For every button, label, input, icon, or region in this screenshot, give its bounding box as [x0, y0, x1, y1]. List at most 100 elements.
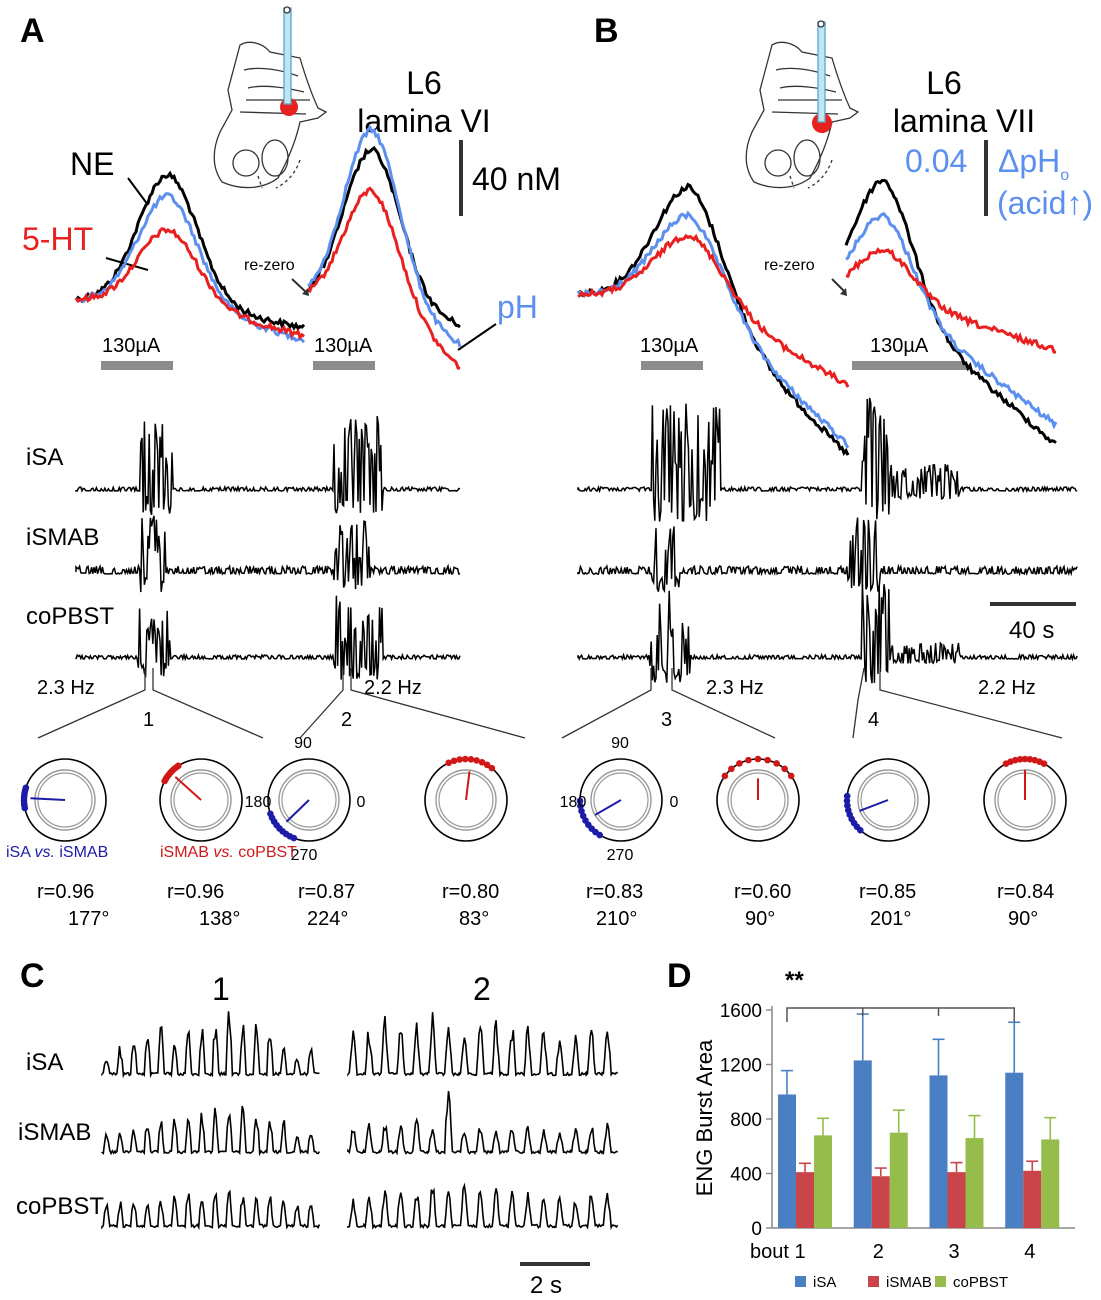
- stim-bar-b1: [641, 361, 703, 370]
- stim-label-a2: 130µA: [314, 335, 373, 357]
- polar-phase-dot: [456, 756, 463, 763]
- panel-label-b: B: [594, 12, 619, 50]
- stim-bar-b2: [852, 361, 967, 370]
- polar-phase-dot: [576, 797, 584, 805]
- d-y-tick-label: 1200: [720, 1056, 762, 1077]
- polar-mean-vector: [285, 799, 310, 823]
- dph-label: ΔpHo: [998, 143, 1069, 184]
- nerve-label-copbst: coPBST: [26, 603, 114, 630]
- panel-c-traces: [101, 1011, 619, 1231]
- time-scale-label-b: 40 s: [1009, 617, 1054, 644]
- polar-inner-ring-2: [860, 772, 916, 828]
- polar-mean-vector: [594, 799, 622, 816]
- polar-phase-dot: [483, 761, 491, 769]
- polar-phase-dot: [843, 792, 851, 800]
- stat-deg-1: 177°: [68, 908, 109, 930]
- ph-trace-a2: [307, 124, 462, 348]
- polar-axis-top-3: 90: [611, 735, 629, 752]
- eng-trace-isa-b: [577, 397, 1078, 522]
- d-x-tick-label: 2: [873, 1241, 884, 1263]
- ht-label: 5-HT: [22, 221, 93, 257]
- panel-label-c: C: [20, 957, 45, 995]
- polar-inner-ring: [857, 769, 919, 831]
- ne-pointer: [127, 177, 149, 206]
- polar-phase-dot: [488, 764, 496, 772]
- ph-pointer: [457, 323, 497, 351]
- polar-axis-left-2: 180: [245, 794, 272, 811]
- panel-c-bout-2: 2: [473, 971, 491, 1007]
- c-nerve-label-isa: iSA: [26, 1049, 63, 1076]
- polar-inner-ring: [170, 769, 232, 831]
- c-trace-isa-bout1: [101, 1011, 320, 1079]
- polar-mean-vector: [30, 797, 66, 801]
- polar-inner-ring: [278, 769, 340, 831]
- polar-phase-dot: [478, 758, 486, 766]
- d-bar-ismab-2: [871, 1176, 890, 1228]
- legend-isa-vs-ismab: iSA vs. iSMAB: [6, 844, 108, 861]
- eng-trace-isa-a: [75, 415, 461, 516]
- polar-mean-vector: [174, 776, 202, 801]
- c-trace-isa-bout2: [347, 1012, 619, 1078]
- d-y-tick-label: 0: [751, 1219, 762, 1240]
- d-x-tick-label: 3: [949, 1241, 960, 1263]
- polar-phase-dot: [736, 760, 743, 767]
- polar-phase-dot: [445, 759, 452, 767]
- panel-c-bout-1: 1: [212, 971, 230, 1007]
- ph-scale-value: 0.04: [905, 143, 967, 179]
- ne-label: NE: [70, 146, 114, 182]
- polar-inner-ring-2: [730, 772, 786, 828]
- rezero-arrowhead-b: [840, 288, 847, 296]
- d-bar-isa-2: [853, 1060, 872, 1228]
- c-nerve-label-copbst: coPBST: [16, 1193, 104, 1220]
- polar-phase-dot: [773, 760, 780, 767]
- spinal-cord-schematic-a: [213, 6, 328, 189]
- ht-trace-a1: [74, 227, 305, 341]
- polar-inner-ring-2: [281, 772, 337, 828]
- stat-r-3: r=0.87: [298, 881, 355, 903]
- polar-plot-2: [159, 758, 243, 842]
- d-legend-swatch-ismab: [868, 1276, 879, 1287]
- d-legend-swatch-copbst: [935, 1276, 946, 1287]
- d-bar-ismab-1: [796, 1172, 814, 1228]
- d-x-tick-label: 4: [1024, 1241, 1035, 1263]
- bout-label-3: 3: [661, 709, 672, 731]
- freq-b2: 2.2 Hz: [978, 677, 1036, 699]
- stat-deg-7: 201°: [870, 908, 911, 930]
- stim-label-b2: 130µA: [870, 335, 929, 357]
- polar-inner-ring: [34, 769, 96, 831]
- stat-r-1: r=0.96: [37, 881, 94, 903]
- polar-axis-right-3: 0: [670, 794, 679, 811]
- d-y-tick-label: 1600: [720, 1001, 762, 1022]
- polar-phase-dot: [745, 756, 752, 764]
- d-y-axis-label: ENG Burst Area: [692, 1039, 717, 1196]
- panel-a-lamina: lamina VI: [357, 103, 490, 139]
- eng-trace-copbst-b: [577, 583, 1078, 684]
- eng-trace-ismab-a: [75, 515, 461, 593]
- polar-phase-dot: [781, 765, 788, 773]
- stat-r-8: r=0.84: [997, 881, 1054, 903]
- freq-a1: 2.3 Hz: [37, 677, 95, 699]
- polar-phase-dot: [596, 831, 603, 839]
- stat-r-6: r=0.60: [734, 881, 791, 903]
- polar-inner-ring: [590, 769, 652, 831]
- polar-phase-dot: [290, 834, 298, 842]
- stat-r-2: r=0.96: [167, 881, 224, 903]
- ph-label: pH: [497, 289, 538, 325]
- polar-plot-1: [20, 758, 107, 842]
- ph-trace-b2: [845, 212, 1058, 430]
- monoamine-traces: [74, 124, 1058, 456]
- d-y-tick-label: 400: [730, 1165, 762, 1186]
- d-bar-isa-3: [929, 1075, 948, 1228]
- stim-bar-a2: [313, 361, 375, 370]
- polar-plots: [20, 755, 1067, 842]
- polar-mean-vector: [465, 771, 471, 801]
- polar-inner-ring: [727, 769, 789, 831]
- polar-stats: r=0.96 177° r=0.96 138° r=0.87 224° r=0.…: [37, 881, 1054, 930]
- d-bar-copbst-4: [1041, 1139, 1060, 1228]
- stim-bar-a1: [101, 361, 173, 370]
- ph-trace-a1: [74, 192, 306, 344]
- eng-traces: [75, 397, 1078, 684]
- polar-inner-ring-2: [438, 772, 494, 828]
- nerve-label-ismab: iSMAB: [26, 524, 99, 551]
